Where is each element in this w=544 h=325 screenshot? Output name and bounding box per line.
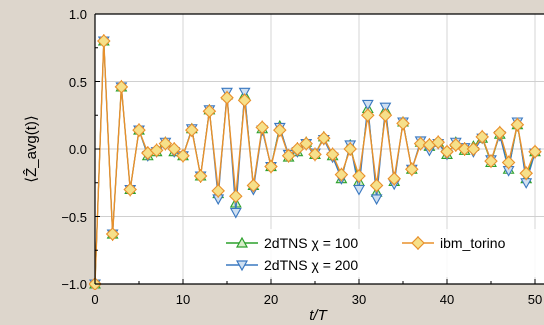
data-point (281, 148, 296, 163)
data-point (167, 142, 181, 156)
x-tick-label: 20 (264, 292, 278, 307)
y-axis-label: ⟨Ẑ_avg(t)⟩ (23, 115, 40, 183)
data-point (413, 136, 428, 151)
data-point (334, 167, 349, 182)
data-point (246, 178, 261, 193)
legend: 2dTNS χ = 100 2dTNS χ = 200 ibm_torino (220, 229, 537, 277)
x-tick-label: 50 (528, 292, 542, 307)
data-point (343, 142, 357, 156)
legend-label-chi200: 2dTNS χ = 200 (264, 257, 358, 273)
x-axis-label: t/T (309, 307, 328, 324)
data-point (361, 99, 374, 111)
data-point (387, 171, 401, 186)
data-point (484, 154, 498, 168)
data-point (405, 162, 419, 177)
data-point (352, 169, 366, 183)
x-tick-label: 10 (176, 292, 190, 307)
data-point (273, 123, 287, 137)
x-tick-label: 40 (440, 292, 454, 307)
y-tick-label: 0.5 (69, 75, 87, 90)
data-point (457, 142, 472, 156)
legend-entry-chi100: 2dTNS χ = 100 (226, 235, 358, 251)
legend-box (220, 229, 537, 277)
data-point (264, 159, 278, 174)
data-point (379, 102, 392, 114)
data-point (466, 142, 481, 156)
data-point (105, 227, 120, 241)
data-point (229, 207, 242, 219)
y-tick-label: 0.0 (69, 142, 87, 157)
data-point (353, 184, 365, 196)
data-point (114, 80, 129, 94)
y-tick-label: −1.0 (61, 277, 87, 292)
data-point (185, 123, 199, 137)
data-point (528, 144, 542, 159)
data-point (431, 135, 445, 150)
y-tick-label: −0.5 (61, 210, 87, 225)
data-point (519, 166, 533, 181)
data-point (440, 144, 454, 159)
data-point (132, 123, 146, 137)
data-point (290, 142, 305, 156)
data-point (229, 189, 243, 204)
y-tick-label: 1.0 (69, 7, 87, 22)
series-2 (89, 34, 542, 290)
data-point (361, 108, 375, 123)
legend-label-ibm: ibm_torino (440, 235, 506, 251)
data-point (325, 147, 340, 162)
x-tick-labels: 0 10 20 30 40 50 (91, 292, 542, 307)
data-point (510, 117, 525, 132)
data-point (202, 104, 217, 118)
data-point (317, 131, 331, 145)
data-point (308, 147, 322, 162)
data-point (193, 169, 208, 183)
data-point (501, 155, 516, 170)
data-point (220, 90, 234, 105)
x-tick-label: 0 (91, 292, 98, 307)
data-point (493, 126, 507, 140)
legend-entry-chi200: 2dTNS χ = 200 (226, 257, 358, 273)
x-tick-label: 30 (352, 292, 366, 307)
data-point (378, 108, 393, 123)
data-point (255, 120, 269, 135)
data-point (149, 143, 164, 158)
legend-marker-chi100 (235, 236, 249, 248)
legend-entry-ibm: ibm_torino (402, 235, 506, 251)
data-point (299, 136, 313, 151)
y-tick-labels: 1.0 0.5 0.0 −0.5 −1.0 (61, 7, 87, 292)
series-layer (89, 34, 542, 290)
data-point (396, 116, 410, 131)
data-point (123, 182, 137, 197)
axes (94, 13, 544, 285)
legend-marker-ibm (411, 236, 425, 250)
data-point (176, 148, 190, 163)
data-point (449, 138, 463, 152)
data-point (475, 130, 489, 144)
legend-label-chi100: 2dTNS χ = 100 (264, 235, 358, 251)
data-point (369, 178, 384, 193)
legend-marker-chi200 (235, 260, 249, 272)
data-point (211, 184, 225, 198)
data-point (97, 34, 111, 48)
data-point (238, 87, 251, 99)
data-point (158, 136, 173, 151)
data-point (237, 93, 252, 108)
data-point (370, 194, 383, 206)
